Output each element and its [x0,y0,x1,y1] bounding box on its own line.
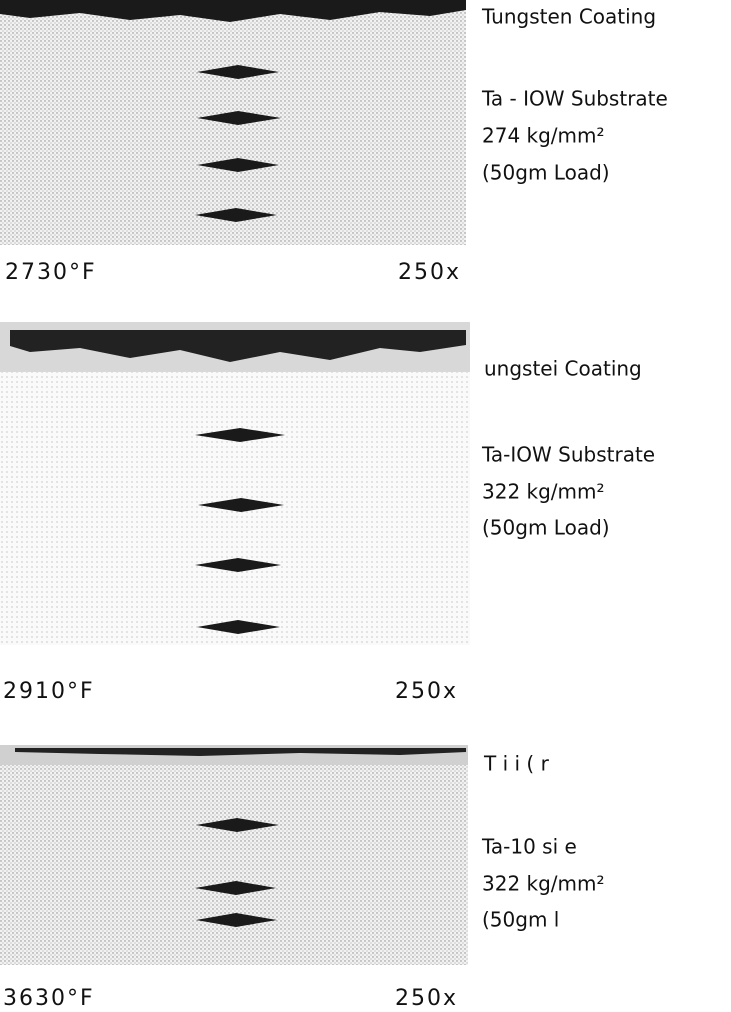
hardness-label: 322 kg/mm² [482,872,605,896]
hardness-label: 274 kg/mm² [482,124,605,148]
load-label: (50gm Load) [482,161,610,185]
micrograph [0,745,468,965]
micrograph [0,0,466,245]
substrate-label: Ta-IOW Substrate [481,443,655,467]
hardness-label: 322 kg/mm² [482,480,605,504]
load-label: (50gm l [482,908,559,932]
load-label: (50gm Load) [482,516,610,540]
temperature-label: 3630°F [3,986,95,1011]
temperature-label: 2730°F [5,260,97,285]
coating-label: ungstei Coating [484,357,642,381]
magnification-label: 250x [398,260,461,285]
magnification-label: 250x [395,679,458,704]
micrograph [0,322,470,645]
temperature-label: 2910°F [3,679,95,704]
coating-label: Tungsten Coating [481,5,656,29]
substrate-label: Ta - IOW Substrate [481,87,668,111]
coating-label: T i i ( r [483,752,550,776]
magnification-label: 250x [395,986,458,1011]
substrate-label: Ta-10 si e [481,835,577,859]
